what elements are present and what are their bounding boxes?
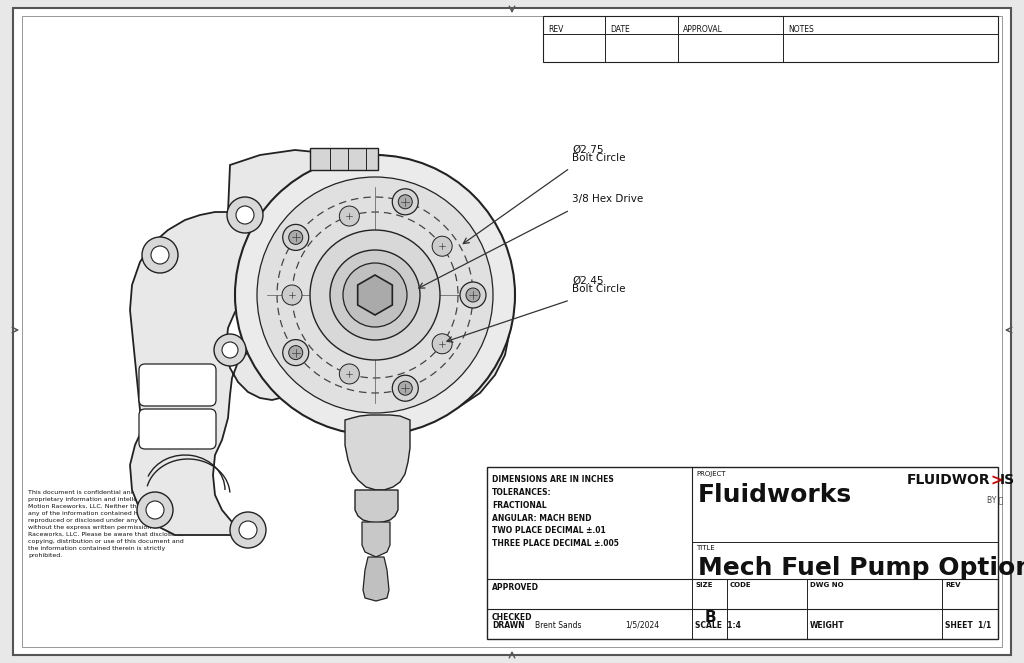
Text: >: >: [990, 473, 1002, 488]
Circle shape: [257, 177, 493, 413]
Text: DRAWN: DRAWN: [492, 621, 524, 629]
Circle shape: [239, 521, 257, 539]
Text: PROJECT: PROJECT: [696, 471, 726, 477]
Circle shape: [339, 206, 359, 226]
Circle shape: [432, 333, 453, 354]
Circle shape: [283, 224, 308, 251]
Text: REV: REV: [548, 25, 563, 34]
Circle shape: [236, 206, 254, 224]
Circle shape: [289, 231, 303, 245]
Circle shape: [398, 381, 413, 395]
Text: DIMENSIONS ARE IN INCHES
TOLERANCES:
FRACTIONAL
ANGULAR: MACH BEND
TWO PLACE DEC: DIMENSIONS ARE IN INCHES TOLERANCES: FRA…: [492, 475, 618, 548]
Text: Fluidworks: Fluidworks: [698, 483, 852, 507]
Circle shape: [151, 246, 169, 264]
Bar: [487, 467, 998, 639]
Circle shape: [282, 285, 302, 305]
Text: SCALE  1:4: SCALE 1:4: [695, 621, 741, 629]
Circle shape: [222, 342, 238, 358]
Circle shape: [283, 339, 308, 365]
Circle shape: [227, 197, 263, 233]
Text: Brent Sands: Brent Sands: [535, 621, 582, 629]
Text: DATE: DATE: [610, 25, 630, 34]
Polygon shape: [355, 490, 398, 523]
Bar: [543, 16, 998, 62]
Circle shape: [289, 345, 303, 359]
Text: CODE: CODE: [730, 582, 752, 588]
Circle shape: [466, 288, 480, 302]
Text: TITLE: TITLE: [696, 545, 715, 551]
Text: APPROVAL: APPROVAL: [683, 25, 723, 34]
Circle shape: [230, 512, 266, 548]
Polygon shape: [357, 275, 392, 315]
Text: APPROVED: APPROVED: [492, 583, 539, 592]
Polygon shape: [362, 557, 389, 601]
Circle shape: [234, 155, 515, 435]
FancyBboxPatch shape: [139, 364, 216, 406]
Text: 3/8 Hex Drive: 3/8 Hex Drive: [572, 194, 643, 204]
Bar: [310, 148, 378, 170]
Text: Mech Fuel Pump Option: Mech Fuel Pump Option: [698, 556, 1024, 580]
Text: FLUIDWOR: FLUIDWOR: [906, 473, 990, 487]
Circle shape: [392, 189, 418, 215]
Circle shape: [460, 282, 486, 308]
Text: Ø2.75: Ø2.75: [572, 145, 603, 155]
Text: REV: REV: [945, 582, 961, 588]
Text: SIZE: SIZE: [695, 582, 713, 588]
Polygon shape: [345, 415, 410, 490]
Circle shape: [310, 230, 440, 360]
Text: Bolt Circle: Bolt Circle: [572, 284, 626, 294]
Text: Bolt Circle: Bolt Circle: [572, 153, 626, 163]
Circle shape: [146, 501, 164, 519]
Text: B: B: [705, 609, 716, 625]
Text: WEIGHT: WEIGHT: [810, 621, 845, 629]
Polygon shape: [130, 150, 512, 535]
Text: SHEET  1/1: SHEET 1/1: [945, 621, 991, 629]
Circle shape: [214, 334, 246, 366]
Circle shape: [330, 250, 420, 340]
Text: IS: IS: [1000, 473, 1015, 487]
Circle shape: [339, 364, 359, 384]
Circle shape: [398, 195, 413, 209]
Circle shape: [137, 492, 173, 528]
Text: NOTES: NOTES: [788, 25, 814, 34]
FancyBboxPatch shape: [139, 409, 216, 449]
Text: BY Ⓜ: BY Ⓜ: [987, 495, 1004, 504]
Text: CHECKED: CHECKED: [492, 613, 532, 622]
Text: 1/5/2024: 1/5/2024: [625, 621, 659, 629]
Text: This document is confidential and contains
proprietary information and intellect: This document is confidential and contai…: [28, 490, 189, 558]
Polygon shape: [362, 522, 390, 557]
Circle shape: [343, 263, 407, 327]
Text: Ø2.45: Ø2.45: [572, 276, 603, 286]
Circle shape: [392, 375, 418, 401]
Text: DWG NO: DWG NO: [810, 582, 844, 588]
Circle shape: [432, 236, 453, 256]
Circle shape: [142, 237, 178, 273]
